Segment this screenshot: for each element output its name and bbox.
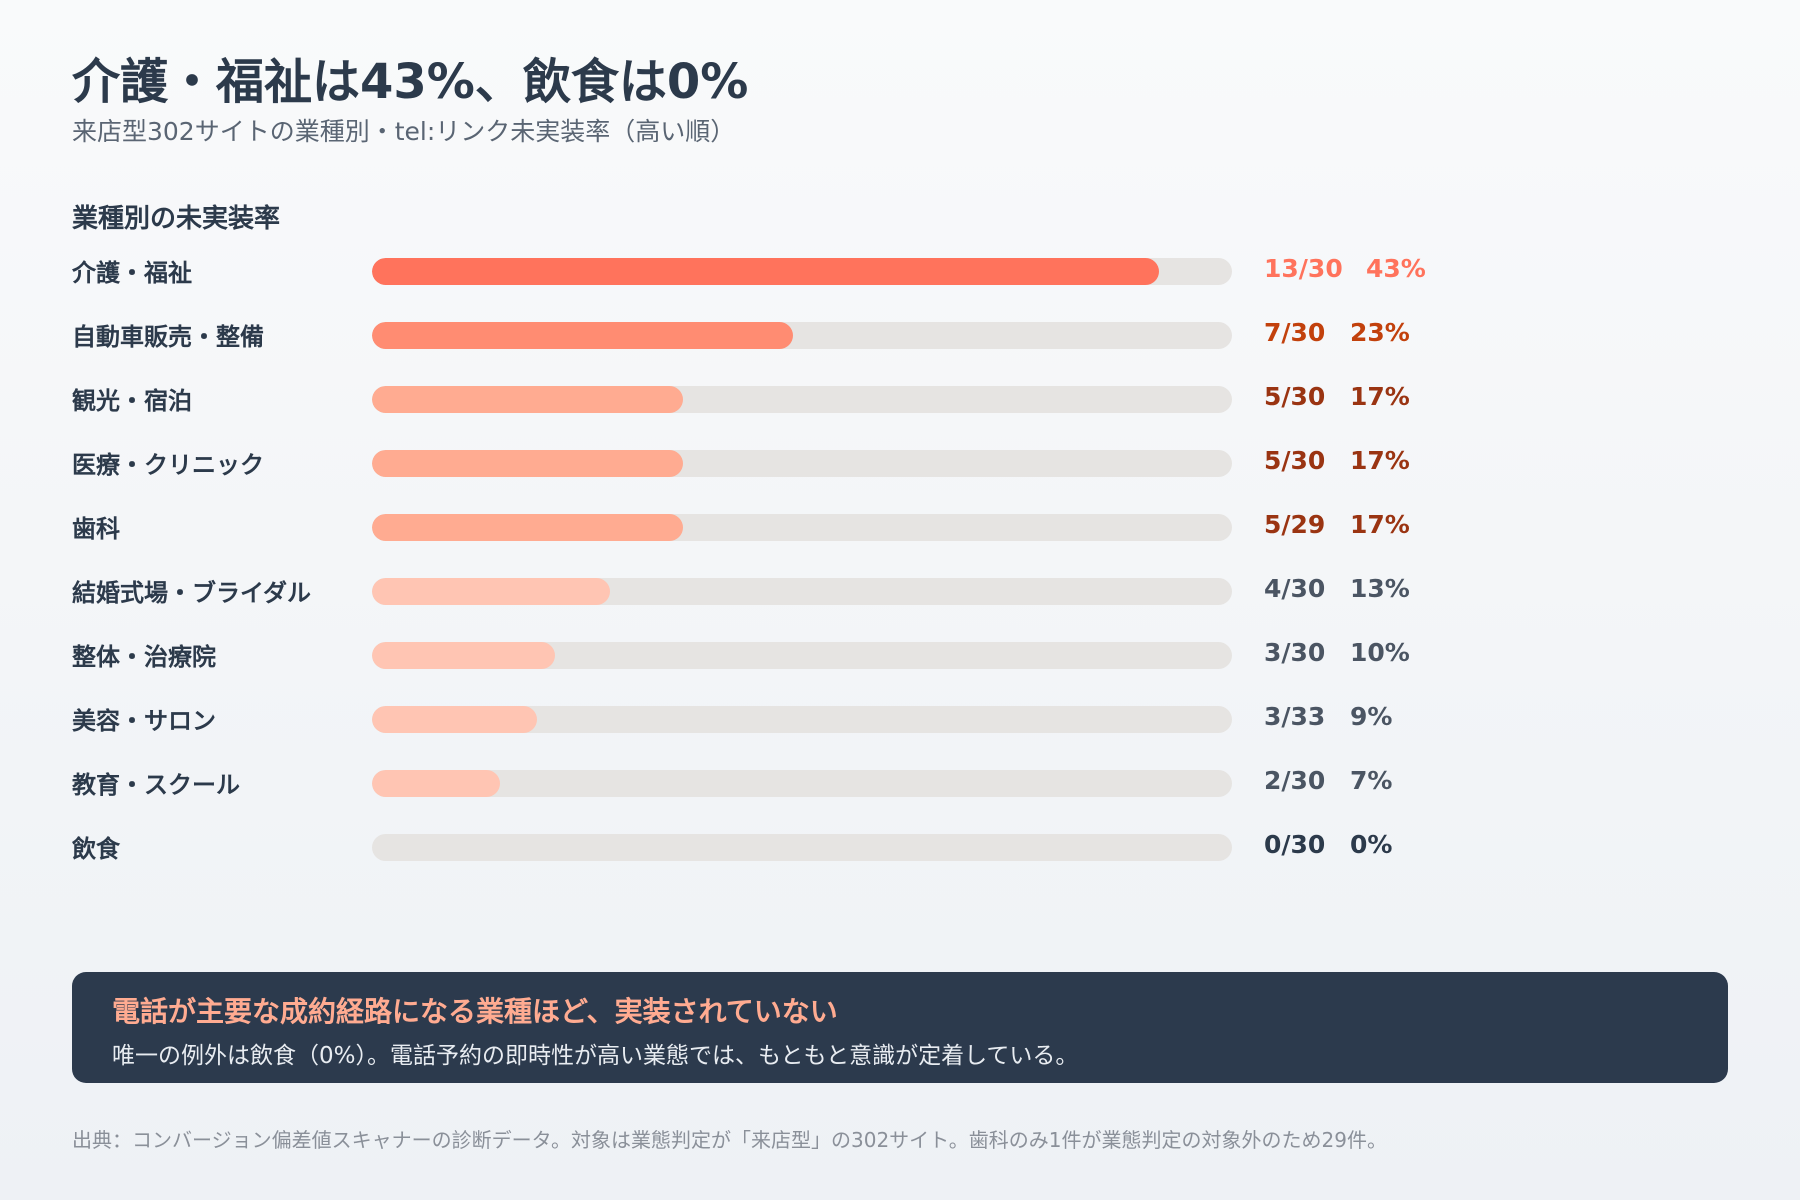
bar-track <box>372 386 1232 413</box>
bar-row: 介護・福祉 13/30 43% <box>0 239 1800 303</box>
bar <box>372 450 683 477</box>
count-label: 3/30 <box>1264 638 1326 667</box>
bar-row: 教育・スクール 2/30 7% <box>0 751 1800 815</box>
category-label: 教育・スクール <box>72 771 240 799</box>
bar <box>372 386 683 413</box>
bar-track <box>372 642 1232 669</box>
category-label: 自動車販売・整備 <box>72 323 264 351</box>
category-label: 美容・サロン <box>72 707 216 735</box>
chart-title: 業種別の未実装率 <box>72 204 281 234</box>
bar-track <box>372 258 1232 285</box>
bar <box>372 258 1159 285</box>
count-label: 13/30 <box>1264 254 1343 283</box>
value-label: 43% <box>1366 254 1426 283</box>
page-subtitle: 来店型302サイトの業種別・tel:リンク未実装率（高い順） <box>72 117 736 146</box>
count-label: 0/30 <box>1264 830 1326 859</box>
category-label: 介護・福祉 <box>72 259 192 287</box>
bar <box>372 770 500 797</box>
value-label: 7% <box>1350 766 1393 795</box>
bar-track <box>372 578 1232 605</box>
bar-track <box>372 706 1232 733</box>
bar-track <box>372 834 1232 861</box>
bar <box>372 706 537 733</box>
category-label: 観光・宿泊 <box>72 387 192 415</box>
category-label: 結婚式場・ブライダル <box>72 579 312 607</box>
bar-row: 飲食 0/30 0% <box>0 815 1800 879</box>
value-label: 23% <box>1350 318 1410 347</box>
count-label: 7/30 <box>1264 318 1326 347</box>
count-label: 5/29 <box>1264 510 1326 539</box>
category-label: 飲食 <box>72 835 120 863</box>
bar-row: 歯科 5/29 17% <box>0 495 1800 559</box>
bar-row: 結婚式場・ブライダル 4/30 13% <box>0 559 1800 623</box>
count-label: 2/30 <box>1264 766 1326 795</box>
count-label: 4/30 <box>1264 574 1326 603</box>
bar <box>372 642 555 669</box>
value-label: 13% <box>1350 574 1410 603</box>
value-label: 17% <box>1350 382 1410 411</box>
value-label: 0% <box>1350 830 1393 859</box>
bar <box>372 322 793 349</box>
value-label: 9% <box>1350 702 1393 731</box>
callout-title: 電話が主要な成約経路になる業種ほど、実装されていない <box>112 995 838 1028</box>
bar <box>372 578 610 605</box>
callout-box: 電話が主要な成約経路になる業種ほど、実装されていない 唯一の例外は飲食（0%）。… <box>72 972 1728 1083</box>
page-title: 介護・福祉は43%、飲食は0% <box>72 54 749 110</box>
bar <box>372 514 683 541</box>
bar-row: 美容・サロン 3/33 9% <box>0 687 1800 751</box>
count-label: 5/30 <box>1264 446 1326 475</box>
bar-track <box>372 450 1232 477</box>
count-label: 3/33 <box>1264 702 1326 731</box>
bar-row: 医療・クリニック 5/30 17% <box>0 431 1800 495</box>
bar-track <box>372 322 1232 349</box>
bar-track <box>372 514 1232 541</box>
category-label: 医療・クリニック <box>72 451 264 479</box>
value-label: 17% <box>1350 510 1410 539</box>
value-label: 10% <box>1350 638 1410 667</box>
source-footnote: 出典：コンバージョン偏差値スキャナーの診断データ。対象は業態判定が「来店型」の3… <box>72 1128 1387 1152</box>
bar-row: 観光・宿泊 5/30 17% <box>0 367 1800 431</box>
bar-row: 整体・治療院 3/30 10% <box>0 623 1800 687</box>
category-label: 歯科 <box>72 515 120 543</box>
category-label: 整体・治療院 <box>72 643 216 671</box>
bar-row: 自動車販売・整備 7/30 23% <box>0 303 1800 367</box>
value-label: 17% <box>1350 446 1410 475</box>
bar-track <box>372 770 1232 797</box>
count-label: 5/30 <box>1264 382 1326 411</box>
callout-body: 唯一の例外は飲食（0%）。電話予約の即時性が高い業態では、もともと意識が定着して… <box>112 1043 1079 1069</box>
